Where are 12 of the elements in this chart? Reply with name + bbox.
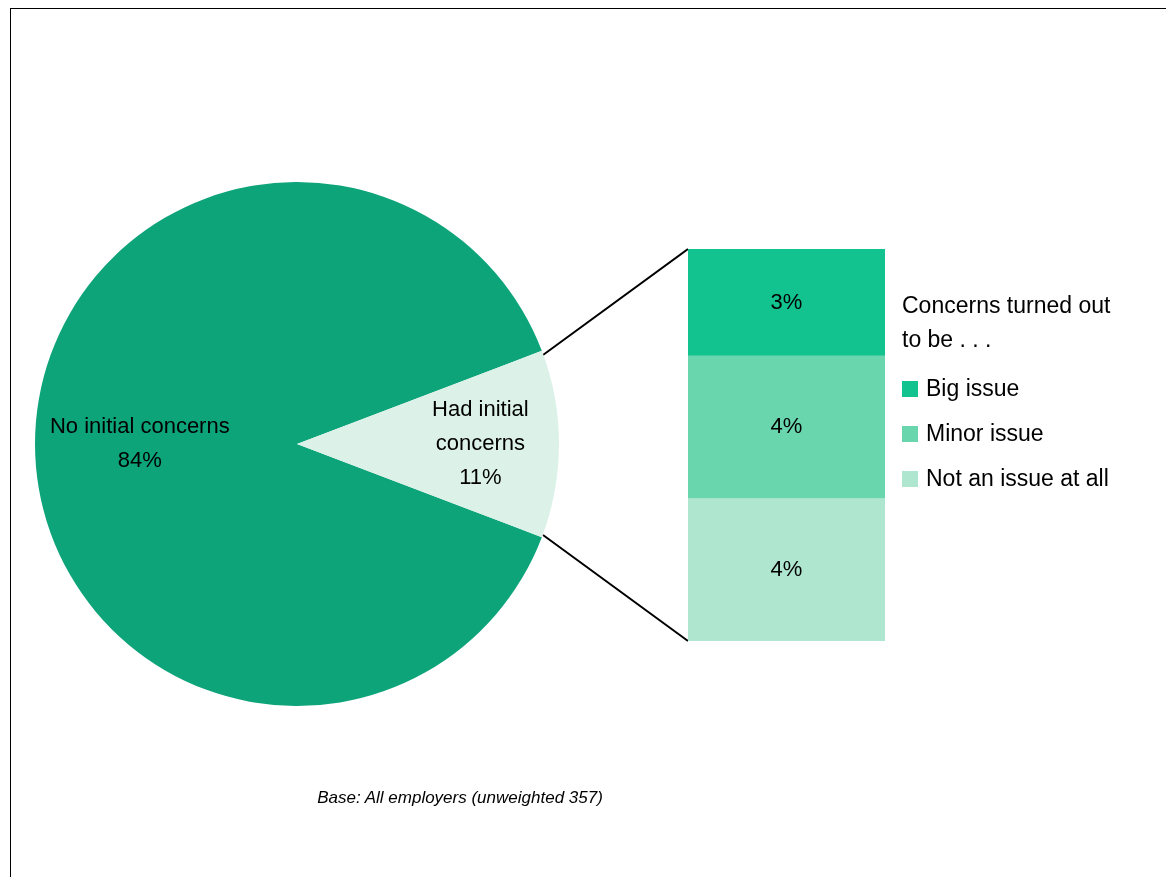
- text: Base: All employers (unweighted 357): [316, 788, 604, 808]
- legend-label: Big issue: [926, 375, 1020, 402]
- data-label: 4%: [770, 555, 803, 581]
- legend-label: Minor issue: [926, 420, 1044, 447]
- slice-label: Had initial concerns: [432, 396, 529, 456]
- data-label: 11%: [459, 464, 502, 490]
- data-label: 4%: [770, 413, 803, 439]
- legend-label: Not an issue at all: [926, 465, 1109, 492]
- slice-label: No initial concerns: [49, 413, 230, 439]
- data-label: 3%: [770, 288, 803, 314]
- data-label: 84%: [117, 447, 162, 473]
- legend-title: Concerns turned out to be . . .: [902, 291, 1112, 354]
